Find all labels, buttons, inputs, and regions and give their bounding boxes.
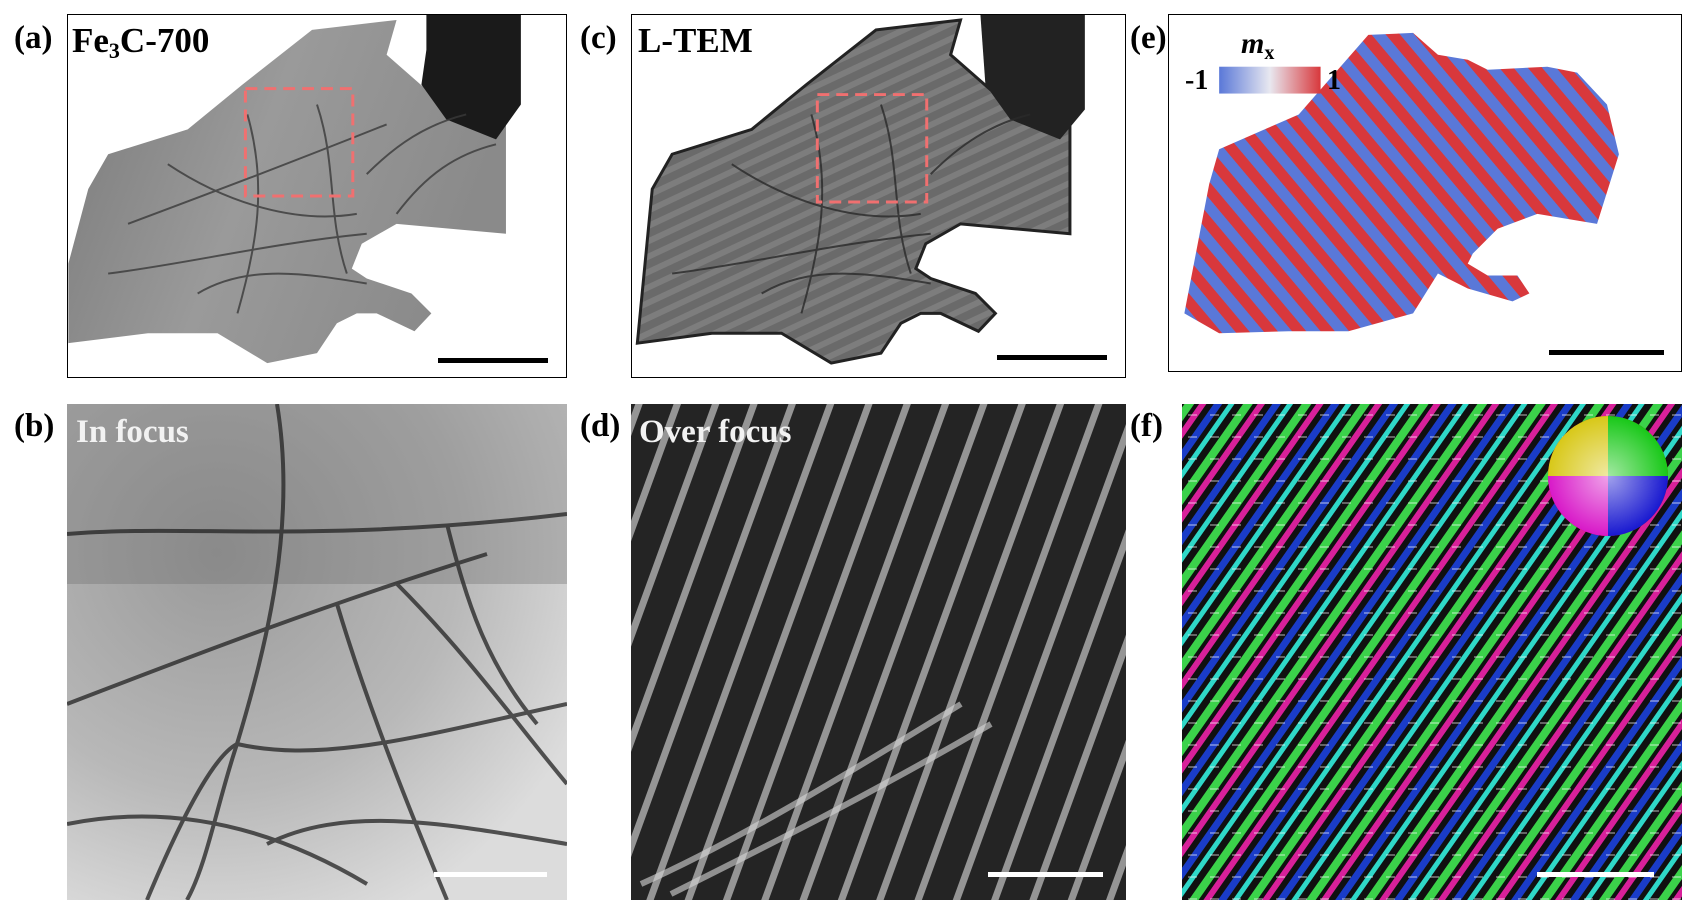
panel-letter-c: (c) xyxy=(580,20,617,56)
panel-a-label: Fe3C-700 xyxy=(72,21,210,63)
panel-a-image: Fe3C-700 xyxy=(67,14,567,378)
scale-bar-c xyxy=(997,355,1107,360)
panel-letter-e: (e) xyxy=(1130,20,1167,56)
fe3c-particle-ltem-overview xyxy=(635,15,1085,365)
scale-bar-a xyxy=(438,358,548,363)
magnetization-vector-map xyxy=(1182,404,1682,900)
panel-b-label: In focus xyxy=(76,414,189,450)
over-focus-stripe-image xyxy=(631,404,1126,900)
region-highlight-box xyxy=(243,87,355,198)
panel-c-image: L-TEM xyxy=(631,14,1126,378)
in-focus-zoom-image xyxy=(67,404,567,900)
scale-bar-d xyxy=(988,872,1103,877)
scale-bar-b xyxy=(434,872,547,877)
panel-b-image: In focus xyxy=(67,404,567,900)
panel-letter-b: (b) xyxy=(14,408,55,444)
scale-bar-f xyxy=(1537,872,1654,877)
panel-letter-a: (a) xyxy=(14,20,53,56)
mx-magnetization-map xyxy=(1184,32,1619,334)
color-wheel-icon xyxy=(1548,416,1668,536)
mx-colorbar-min: -1 xyxy=(1185,65,1209,96)
mx-colorbar-max: 1 xyxy=(1327,65,1341,96)
scale-bar-e xyxy=(1549,350,1664,355)
panel-letter-d: (d) xyxy=(580,408,621,444)
fe3c-particle-in-focus-overview xyxy=(68,15,521,364)
panel-d-image: Over focus xyxy=(631,404,1126,900)
mx-colorbar xyxy=(1219,66,1321,94)
mx-colorbar-title: mx xyxy=(1241,27,1275,64)
panel-f-image xyxy=(1182,404,1682,900)
panel-d-label: Over focus xyxy=(639,414,792,450)
panel-e-image: mx -1 1 xyxy=(1168,14,1682,372)
panel-letter-f: (f) xyxy=(1130,408,1163,444)
panel-c-label: L-TEM xyxy=(638,21,753,60)
region-highlight-box xyxy=(815,93,929,204)
